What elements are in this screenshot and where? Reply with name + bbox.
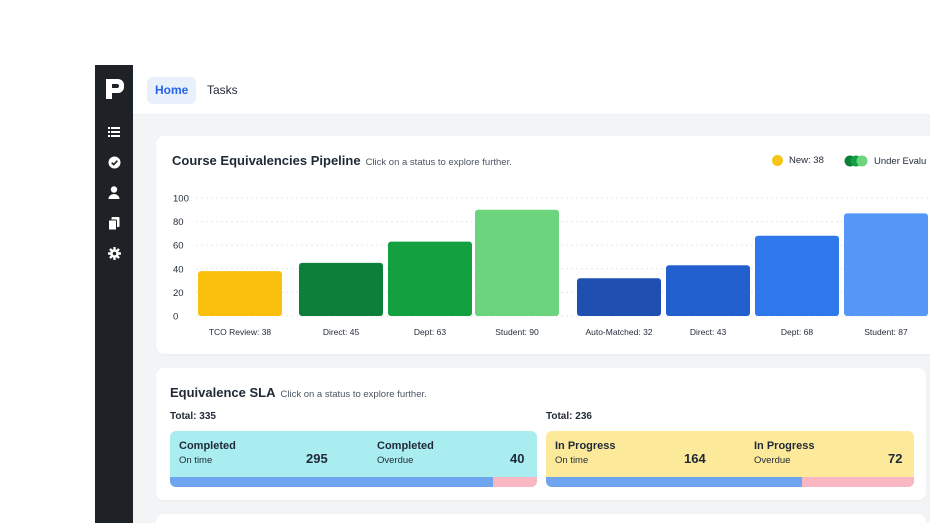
app-logo[interactable] xyxy=(104,77,125,101)
y-tick-label: 0 xyxy=(173,312,178,323)
sla-in-progress-progress xyxy=(546,477,914,487)
sla-in-progress-on-time-value: 164 xyxy=(684,451,706,466)
y-tick-label: 40 xyxy=(173,264,184,275)
sla-in-progress-on-time-label: In Progress xyxy=(555,440,616,452)
sla-completed-progress xyxy=(170,477,537,487)
legend-under-evaluation-swatch xyxy=(844,155,868,167)
x-tick-label: Direct: 43 xyxy=(690,327,727,337)
sla-completed-on-time-fill xyxy=(170,477,493,487)
list-icon[interactable] xyxy=(107,125,121,139)
pipeline-chart: 0 20 40 60 80 100 TCO Review: 38 Direct: 45 Dept… xyxy=(173,194,930,337)
x-tick-label: Direct: 45 xyxy=(323,327,360,337)
sla-in-progress-on-time-sub: On time xyxy=(555,455,589,466)
x-tick-label: Dept: 68 xyxy=(781,327,813,337)
sla-completed-on-time-label: Completed xyxy=(179,440,236,452)
tab-home[interactable]: Home xyxy=(147,77,197,104)
x-tick-label: TCO Review: 38 xyxy=(209,327,272,337)
sla-completed-overdue-value: 40 xyxy=(510,451,525,466)
sla-total-completed: Total: 335 xyxy=(170,411,216,422)
sla-completed-on-time-value: 295 xyxy=(306,451,328,466)
pipeline-card: Course Equivalencies Pipeline Click on a … xyxy=(156,136,930,354)
app-window: Home Tasks Course Equivalencies Pipeline… xyxy=(95,65,930,523)
sla-card: Equivalence SLA Click on a status to expl… xyxy=(156,368,926,500)
y-tick-label: 80 xyxy=(173,217,184,228)
sla-subtitle: Click on a status to explore further. xyxy=(280,389,427,400)
sla-in-progress-on-time-fill xyxy=(546,477,802,487)
user-icon[interactable] xyxy=(107,185,121,199)
bar-1[interactable] xyxy=(299,262,383,316)
x-tick-label: Auto-Matched: 32 xyxy=(585,327,652,337)
sla-total-in-progress: Total: 236 xyxy=(546,411,592,422)
sidebar xyxy=(95,65,133,523)
sla-completed-on-time-sub: On time xyxy=(179,455,213,466)
x-tick-label: Dept: 63 xyxy=(414,327,446,337)
next-card xyxy=(156,514,926,523)
sla-title: Equivalence SLA Click on a status to expl… xyxy=(170,385,427,400)
bar-6[interactable] xyxy=(755,235,839,316)
bar-5[interactable] xyxy=(666,265,750,316)
sla-title-text: Equivalence SLA xyxy=(170,385,276,400)
tab-tasks[interactable]: Tasks xyxy=(207,83,238,97)
legend-under-evaluation[interactable]: Under Evalu xyxy=(844,155,926,167)
bar-3[interactable] xyxy=(475,209,559,316)
pipeline-title: Course Equivalencies Pipeline Click on a … xyxy=(172,153,512,168)
documents-icon[interactable] xyxy=(107,216,121,230)
legend-new[interactable]: New: 38 xyxy=(772,155,824,166)
x-tick-label: Student: 90 xyxy=(495,327,539,337)
top-nav: Home Tasks xyxy=(133,65,930,115)
sla-in-progress-overdue-label: In Progress xyxy=(754,440,815,452)
bar-0[interactable] xyxy=(198,271,282,316)
sla-in-progress-overdue-fill xyxy=(801,477,914,487)
sla-in-progress-overdue-sub: Overdue xyxy=(754,455,791,466)
y-tick-label: 20 xyxy=(173,288,184,299)
pipeline-subtitle: Click on a status to explore further. xyxy=(365,157,512,168)
legend-new-label: New: 38 xyxy=(789,155,824,166)
bar-4[interactable] xyxy=(577,278,661,316)
sla-completed-overdue-sub: Overdue xyxy=(377,455,414,466)
sla-in-progress-box[interactable]: In Progress On time 164 In Progress Over… xyxy=(546,431,914,487)
sla-in-progress-overdue-value: 72 xyxy=(888,451,903,466)
y-tick-label: 60 xyxy=(173,241,184,252)
bar-7[interactable] xyxy=(844,213,928,316)
legend-under-evaluation-label: Under Evalu xyxy=(874,155,927,167)
legend-new-swatch xyxy=(772,155,783,166)
x-tick-label: Student: 87 xyxy=(864,327,908,337)
pipeline-title-text: Course Equivalencies Pipeline xyxy=(172,153,361,168)
y-tick-label: 100 xyxy=(173,194,189,205)
sla-completed-overdue-label: Completed xyxy=(377,440,434,452)
gear-icon[interactable] xyxy=(107,246,121,260)
sla-completed-box[interactable]: Completed On time 295 Completed Overdue … xyxy=(170,431,537,487)
sla-completed-overdue-fill xyxy=(492,477,537,487)
check-circle-icon[interactable] xyxy=(107,155,121,169)
bar-2[interactable] xyxy=(388,241,472,316)
